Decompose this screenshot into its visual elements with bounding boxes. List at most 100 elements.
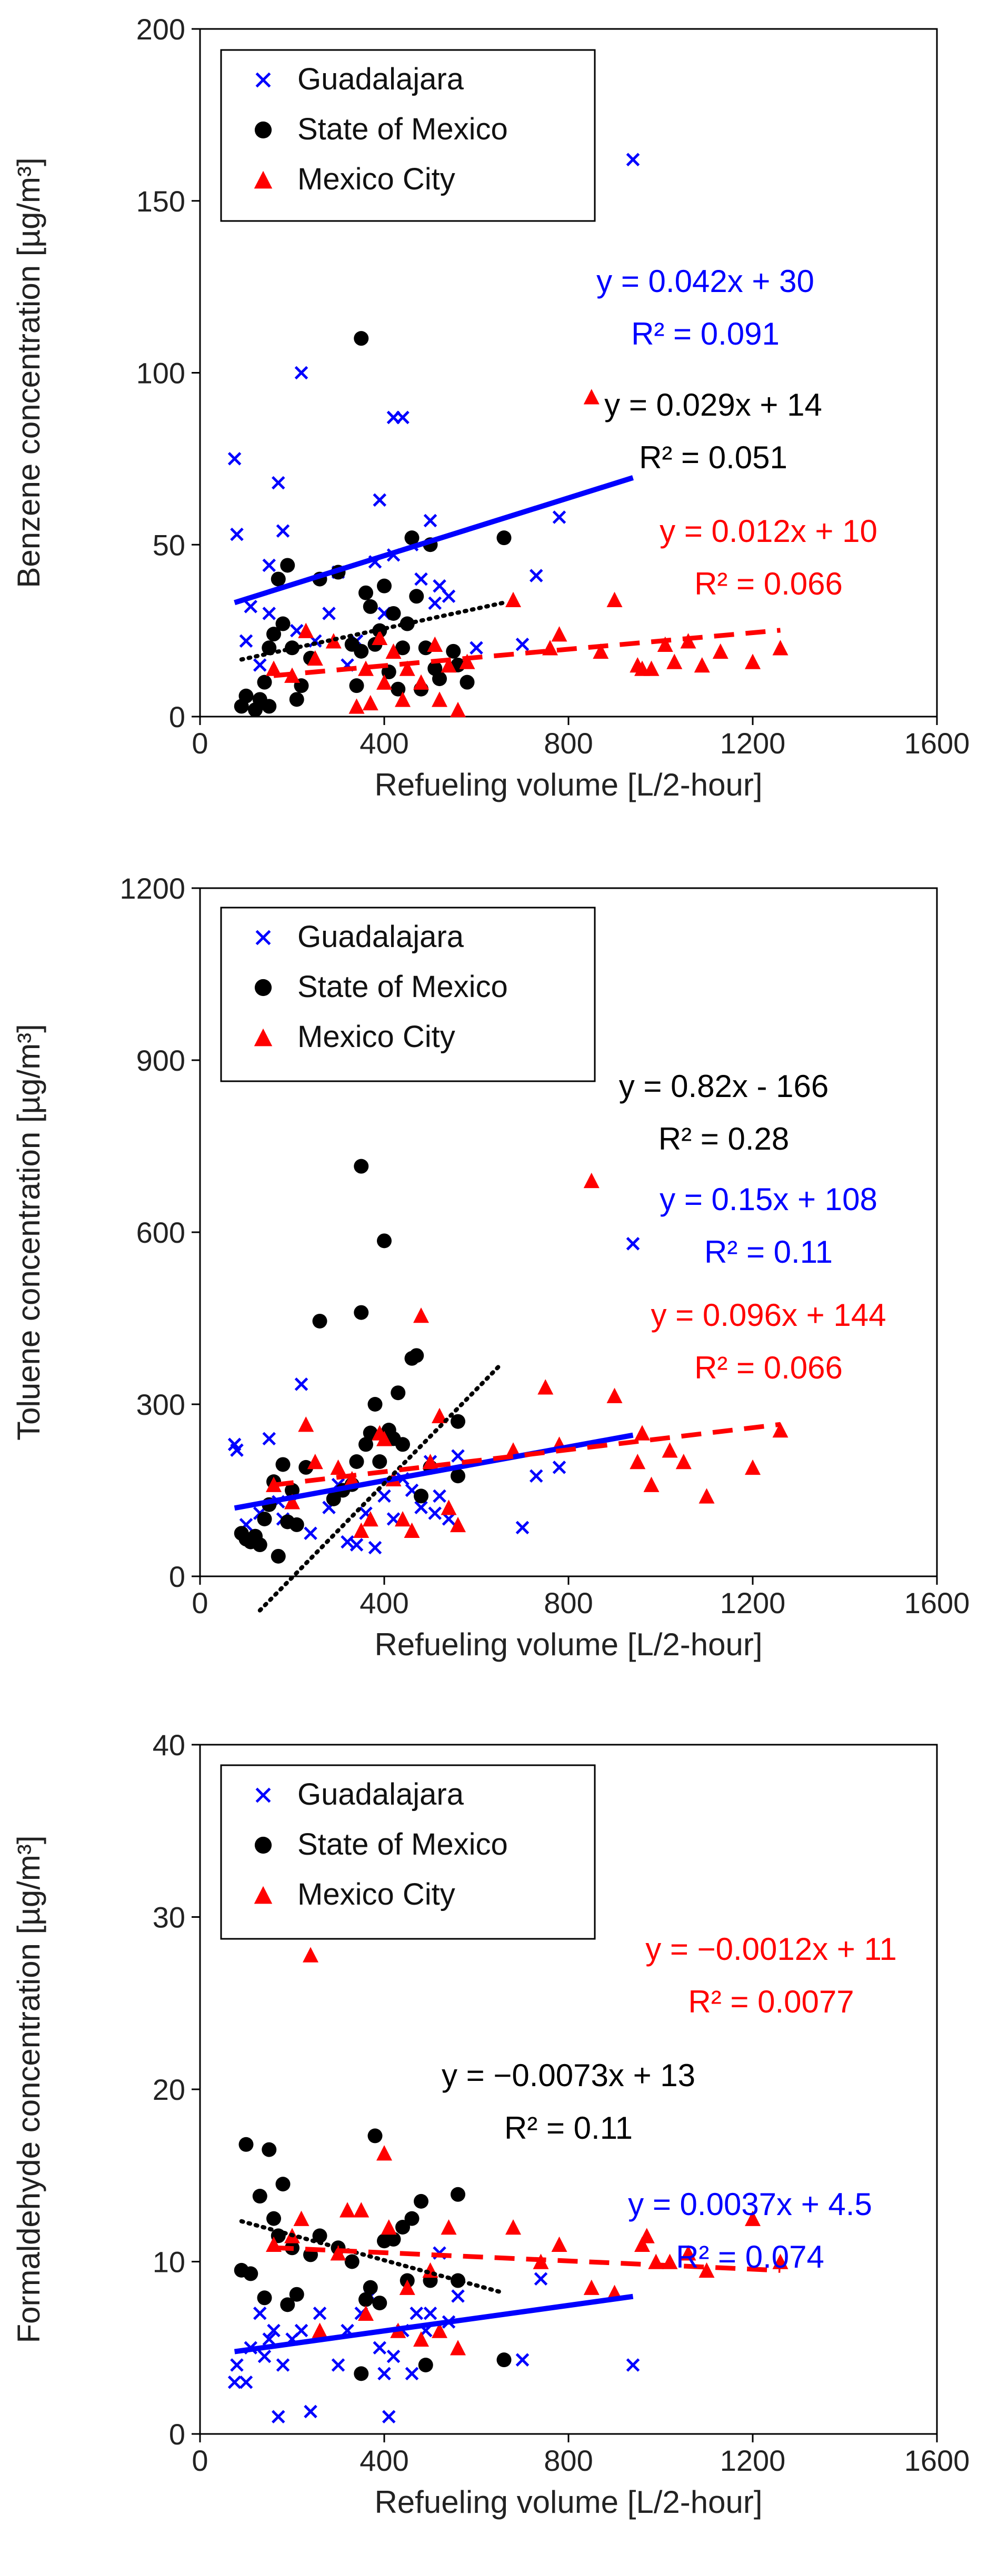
trendline-equation: y = 0.096x + 144 (651, 1297, 886, 1333)
data-point (298, 622, 314, 638)
y-tick-label: 100 (136, 357, 185, 390)
data-point (432, 2322, 447, 2338)
data-point-stroke-b (382, 2410, 396, 2424)
data-point (459, 653, 475, 669)
chart-panel-1: 0 400 800 1200 1600 0 50 100 150 200 Refueling vol… (11, 13, 970, 802)
x-tick-label: 1600 (904, 2444, 970, 2477)
data-point (772, 2253, 789, 2269)
data-point (344, 2254, 360, 2269)
y-tick-label: 600 (136, 1216, 185, 1249)
x-tick-label: 400 (360, 727, 408, 760)
x-axis-title: Refueling volume [L/2-hour] (374, 1627, 762, 1662)
data-point (593, 643, 609, 659)
data-point (414, 2193, 428, 2209)
data-point-stroke-b (322, 607, 336, 620)
data-point (534, 2272, 548, 2286)
data-point (666, 653, 683, 669)
data-point (377, 2367, 391, 2381)
data-point-stroke-b (428, 596, 442, 610)
data-point (267, 2323, 281, 2338)
x-tick-label: 800 (544, 727, 593, 760)
x-tick-label: 400 (360, 1586, 408, 1619)
legend-label: State of Mexico (297, 112, 508, 146)
y-tick-label: 0 (169, 2418, 185, 2451)
data-point (409, 589, 424, 604)
x-tick-label: 1200 (720, 1586, 786, 1619)
r-squared-label: R² = 0.0077 (688, 1984, 854, 2019)
data-point (442, 589, 456, 603)
data-point (253, 2306, 267, 2320)
data-point-stroke-b (262, 2332, 276, 2346)
data-point (358, 660, 374, 676)
y-tick-label: 40 (153, 1728, 185, 1762)
data-point (441, 1500, 457, 1515)
legend-marker-stroke-b (255, 72, 271, 88)
trendline (234, 1432, 634, 1511)
data-point-stroke-b (405, 1483, 419, 1497)
data-point-stroke-b (244, 600, 258, 613)
data-point (551, 2236, 567, 2252)
data-point (257, 675, 272, 690)
data-point (373, 493, 387, 507)
data-point (266, 627, 281, 642)
data-point-stroke-b (294, 1377, 308, 1391)
data-point (433, 579, 446, 593)
data-point (266, 2211, 281, 2226)
data-point (552, 510, 566, 524)
data-point (362, 695, 378, 711)
data-point-stroke-b (230, 2358, 244, 2372)
y-tick-label: 1200 (119, 872, 185, 905)
data-point (354, 2366, 369, 2381)
data-point (298, 1416, 314, 1432)
data-point (239, 634, 253, 648)
data-point-stroke-b (529, 569, 543, 582)
data-point (386, 2349, 401, 2363)
legend-marker-stroke-b (255, 1787, 271, 1803)
y-tick-label: 20 (153, 2073, 185, 2106)
data-point (451, 1414, 465, 1429)
legend-label: Mexico City (297, 1877, 455, 1911)
trendline-equation: y = 0.029x + 14 (604, 387, 822, 422)
legend: Guadalajara State of Mexico Mexico City (220, 907, 596, 1082)
data-point (312, 2228, 327, 2243)
trendline-equation: y = −0.0073x + 13 (442, 2058, 695, 2093)
data-point (427, 636, 443, 652)
data-point (606, 591, 623, 608)
trendline (234, 2293, 634, 2354)
data-point (239, 2375, 253, 2389)
legend-label: Guadalajara (297, 1777, 464, 1812)
trendline-equation: y = 0.15x + 108 (660, 1182, 877, 1217)
data-point-stroke-b (423, 2306, 437, 2320)
data-point (496, 530, 512, 546)
data-point (675, 1454, 692, 1470)
data-point (257, 2349, 272, 2363)
data-point-stroke-b (276, 2358, 290, 2372)
data-point (772, 1422, 789, 1438)
data-point-stroke-b (626, 153, 640, 167)
legend-marker (254, 1028, 273, 1046)
data-point (451, 1468, 465, 1484)
data-point (404, 1522, 420, 1538)
legend-label: Guadalajara (297, 920, 464, 954)
data-point (404, 530, 420, 546)
data-point (271, 2410, 285, 2424)
data-point (418, 2358, 433, 2372)
data-point (405, 2367, 419, 2381)
data-point (680, 2245, 696, 2261)
data-point (662, 1442, 678, 1458)
data-point-stroke-b (239, 2375, 253, 2389)
data-point (451, 2187, 465, 2202)
data-point-stroke-b (271, 2410, 285, 2424)
trendline-equation: y = 0.012x + 10 (660, 514, 877, 549)
data-point-stroke-b (271, 476, 285, 490)
data-point (376, 674, 392, 690)
legend-box (220, 907, 596, 1082)
data-point (275, 1457, 291, 1472)
data-point (243, 2266, 258, 2281)
legend-marker (254, 979, 272, 997)
data-point (772, 640, 789, 656)
data-point (368, 1541, 382, 1555)
data-point (698, 1488, 715, 1504)
data-point (307, 1454, 323, 1470)
